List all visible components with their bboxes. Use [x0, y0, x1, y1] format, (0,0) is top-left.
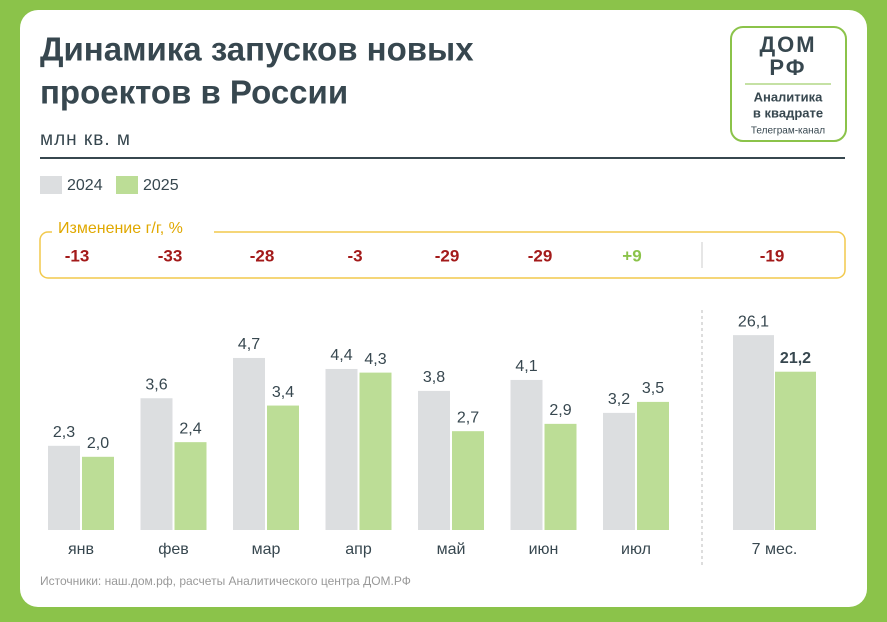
bar — [267, 405, 299, 530]
value-label: 2,0 — [87, 435, 109, 452]
bar — [510, 379, 543, 530]
yoy-value: -28 — [250, 246, 275, 265]
value-label: 4,1 — [515, 358, 537, 375]
logo-brand: РФ — [769, 55, 806, 80]
legend-swatch — [40, 176, 62, 194]
subtitle: млн кв. м — [40, 129, 131, 150]
bar — [140, 398, 173, 530]
bar — [233, 357, 265, 530]
value-label: 2,4 — [179, 420, 201, 437]
legend-label: 2025 — [143, 177, 179, 194]
x-tick-label: 7 мес. — [752, 541, 798, 558]
x-tick-label: янв — [68, 541, 94, 558]
yoy-value: -33 — [158, 246, 183, 265]
value-label: 21,2 — [780, 350, 811, 367]
value-label: 4,4 — [330, 347, 352, 364]
x-tick-label: май — [437, 541, 466, 558]
yoy-value: -29 — [435, 246, 460, 265]
title: проектов в России — [40, 74, 348, 111]
bar — [174, 442, 207, 530]
bar — [775, 371, 816, 530]
yoy-box — [39, 231, 846, 279]
yoy-value: -3 — [347, 246, 362, 265]
title: Динамика запусков новых — [40, 31, 474, 68]
bar — [637, 401, 669, 530]
value-label: 3,8 — [423, 369, 445, 386]
yoy-value: -29 — [528, 246, 553, 265]
value-label: 26,1 — [738, 313, 769, 330]
bar — [418, 390, 450, 530]
value-label: 2,3 — [53, 424, 75, 441]
bar — [603, 412, 635, 530]
legend-label: 2024 — [67, 177, 103, 194]
value-label: 3,6 — [145, 376, 167, 393]
value-label: 4,7 — [238, 336, 260, 353]
logo-text: Аналитика — [754, 89, 824, 104]
bar — [359, 372, 392, 530]
value-label: 3,2 — [608, 391, 630, 408]
x-tick-label: фев — [158, 541, 189, 558]
bar — [544, 423, 577, 530]
yoy-value: -19 — [760, 246, 785, 265]
logo-brand: ДОМ — [759, 32, 816, 57]
x-tick-label: апр — [345, 541, 372, 558]
x-tick-label: мар — [252, 541, 281, 558]
source: Источники: наш.дом.рф, расчеты Аналитиче… — [40, 574, 411, 588]
value-label: 2,7 — [457, 409, 479, 426]
bar — [48, 445, 80, 530]
value-label: 3,4 — [272, 384, 294, 401]
x-tick-label: июл — [621, 541, 651, 558]
bar — [325, 368, 358, 530]
bar — [82, 456, 114, 530]
bar — [452, 431, 484, 530]
yoy-label-bg — [52, 220, 214, 240]
value-label: 4,3 — [364, 351, 386, 368]
logo-text: в квадрате — [753, 105, 823, 120]
yoy-value: +9 — [622, 246, 641, 265]
value-label: 2,9 — [549, 402, 571, 419]
bar — [733, 335, 774, 530]
legend-swatch — [116, 176, 138, 194]
value-label: 3,5 — [642, 380, 664, 397]
x-tick-label: июн — [529, 541, 559, 558]
logo-caption: Телеграм-канал — [751, 126, 825, 137]
yoy-value: -13 — [65, 246, 90, 265]
yoy-label: Изменение г/г, % — [58, 220, 183, 237]
